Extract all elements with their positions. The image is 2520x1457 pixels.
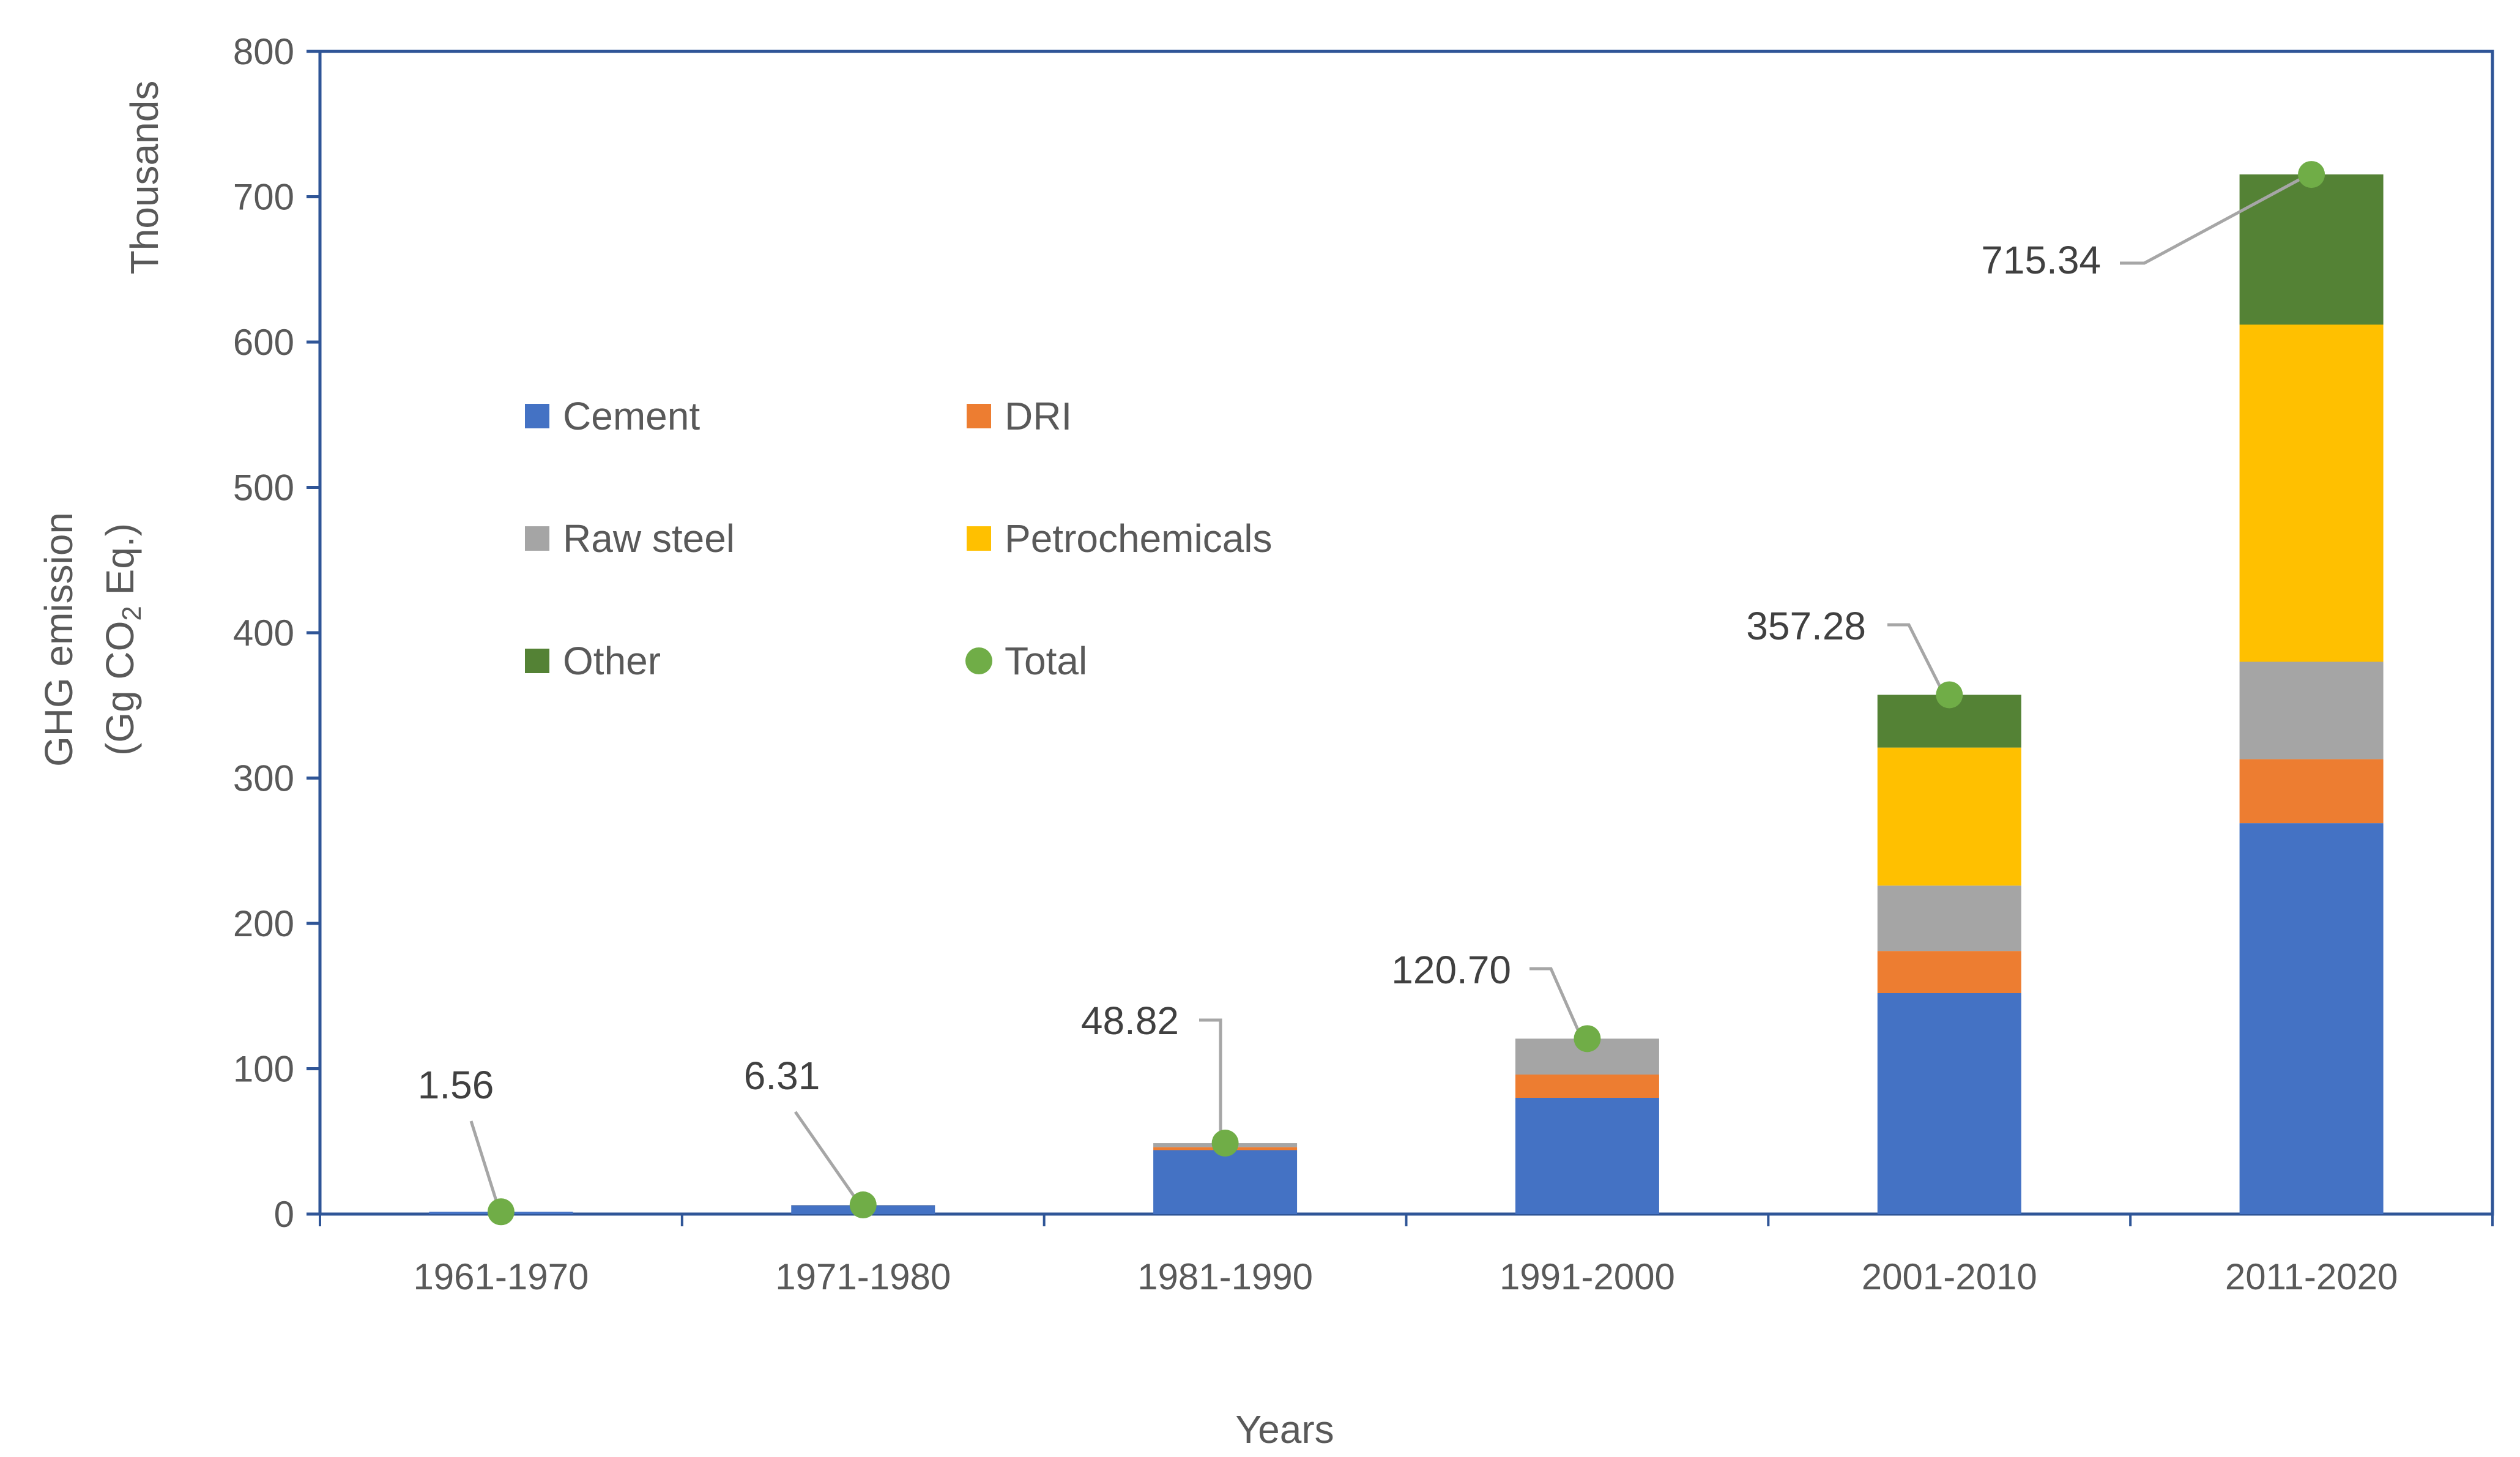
total-label-1981-1990: 48.82 [1081, 999, 1179, 1043]
bar-petrochemicals-2001-2010 [1877, 747, 2021, 886]
legend-label-cement: Cement [563, 394, 700, 438]
y-tick-label-600: 600 [233, 322, 294, 363]
y-tick-label-0: 0 [274, 1194, 294, 1235]
y-tick-label-400: 400 [233, 613, 294, 654]
x-axis-title: Years [1235, 1407, 1334, 1451]
y-axis-title-subscript: 2 [117, 606, 147, 620]
total-label-1991-2000: 120.70 [1391, 948, 1511, 992]
bar-raw-steel-2001-2010 [1877, 885, 2021, 952]
x-tick-label-1991-2000: 1991-2000 [1500, 1256, 1675, 1297]
leader-line-1971-1980 [794, 1111, 864, 1210]
x-tick-label-1981-1990: 1981-1990 [1137, 1256, 1313, 1297]
total-label-1961-1970: 1.56 [418, 1063, 494, 1107]
bar-other-2011-2020 [2239, 174, 2384, 325]
x-tick-label-1971-1980: 1971-1980 [775, 1256, 951, 1297]
legend-swatch-other [525, 649, 549, 673]
legend-label-dri: DRI [1005, 394, 1072, 438]
bar-petrochemicals-2011-2020 [2239, 324, 2384, 662]
y-tick-label-200: 200 [233, 903, 294, 944]
legend-label-other: Other [563, 639, 661, 683]
y-tick-label-800: 800 [233, 31, 294, 72]
bar-dri-1991-2000 [1515, 1075, 1659, 1098]
leader-line-2011-2020 [2120, 172, 2311, 265]
bar-dri-2001-2010 [1877, 951, 2021, 993]
bar-dri-2011-2020 [2239, 759, 2384, 824]
legend-swatch-dri [967, 404, 991, 428]
total-label-1971-1980: 6.31 [744, 1054, 820, 1098]
legend-label-petrochemicals: Petrochemicals [1005, 516, 1273, 561]
legend-label-total: Total [1005, 639, 1087, 683]
y-axis-title-suffix: Eq.) [98, 523, 142, 606]
total-point-1991-2000 [1574, 1025, 1601, 1053]
legend-label-raw-steel: Raw steel [563, 516, 735, 561]
y-axis-title-line1: GHG emission [37, 512, 81, 767]
leader-line-2001-2010 [1887, 623, 1947, 699]
y-tick-label-300: 300 [233, 758, 294, 799]
total-point-1961-1970 [487, 1198, 515, 1226]
leader-line-1961-1970 [469, 1120, 502, 1215]
total-point-2011-2020 [2298, 161, 2325, 188]
y-tick-label-500: 500 [233, 468, 294, 509]
plot-area-border [318, 50, 2494, 1216]
leader-line-1981-1990 [1199, 1018, 1222, 1147]
total-point-1981-1990 [1211, 1130, 1239, 1157]
legend-swatch-raw-steel [525, 526, 549, 551]
legend-swatch-petrochemicals [967, 526, 991, 551]
y-axis-title-prefix: (Gg CO [98, 621, 142, 756]
y-units-label: Thousands [122, 81, 166, 275]
total-point-1971-1980 [849, 1191, 877, 1219]
bar-raw-steel-2011-2020 [2239, 661, 2384, 759]
total-label-2001-2010: 357.28 [1746, 604, 1866, 648]
y-tick-label-700: 700 [233, 177, 294, 218]
bar-cement-2001-2010 [1877, 993, 2021, 1214]
bar-cement-1991-2000 [1515, 1098, 1659, 1214]
x-tick-label-2001-2010: 2001-2010 [1862, 1256, 2037, 1297]
y-axis-title-line2: (Gg CO2 Eq.) [98, 523, 147, 756]
bar-cement-1981-1990 [1153, 1150, 1298, 1214]
legend-marker-total [965, 647, 992, 674]
x-tick-label-2011-2020: 2011-2020 [2225, 1256, 2398, 1297]
legend-swatch-cement [525, 404, 549, 428]
y-tick-label-100: 100 [233, 1049, 294, 1090]
leader-line-1991-2000 [1529, 967, 1585, 1043]
total-point-2001-2010 [1936, 681, 1963, 709]
total-label-2011-2020: 715.34 [1981, 238, 2101, 282]
x-tick-label-1961-1970: 1961-1970 [413, 1256, 589, 1297]
bar-cement-2011-2020 [2239, 823, 2384, 1214]
